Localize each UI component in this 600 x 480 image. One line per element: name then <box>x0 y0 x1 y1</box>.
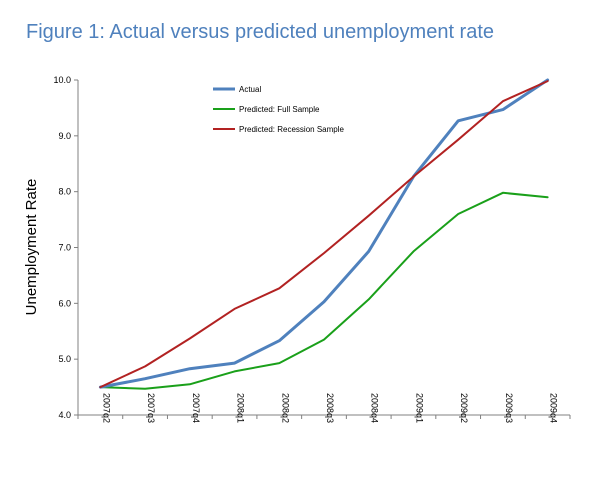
series-line-3 <box>99 80 549 389</box>
x-tick-label: 2008q4 <box>370 393 380 423</box>
x-tick-label: 2009q2 <box>459 393 469 423</box>
series-lines <box>98 78 550 390</box>
x-tick-label: 2007q4 <box>191 393 201 423</box>
x-tick-label: 2008q3 <box>325 393 335 423</box>
legend-label-2: Predicted: Full Sample <box>239 105 320 114</box>
x-tick-label: 2008q1 <box>236 393 246 423</box>
x-tick-label: 2008q2 <box>280 393 290 423</box>
y-tick-label: 9.0 <box>58 131 71 141</box>
y-tick-labels: 4.0 5.0 6.0 7.0 8.0 9.0 10.0 <box>53 75 71 420</box>
chart-title: Figure 1: Actual versus predicted unempl… <box>26 21 494 43</box>
y-axis-label: Unemployment Rate <box>23 179 40 316</box>
legend-label-1: Actual <box>239 85 261 94</box>
x-tick-labels: 2007q2 2007q3 2007q4 2008q1 2008q2 2008q3 2008… <box>101 393 558 423</box>
x-tick-label: 2007q3 <box>146 393 156 423</box>
x-tick-label: 2009q1 <box>414 393 424 423</box>
x-tick-label: 2009q3 <box>504 393 514 423</box>
x-tick-label: 2009q4 <box>549 393 559 423</box>
y-tick-label: 7.0 <box>58 243 71 253</box>
axes <box>74 79 571 419</box>
series-line-1 <box>98 78 550 389</box>
x-tick-label: 2007q2 <box>101 393 111 423</box>
legend-label-3: Predicted: Recession Sample <box>239 125 344 134</box>
y-tick-label: 8.0 <box>58 187 71 197</box>
y-tick-label: 5.0 <box>58 354 71 364</box>
series-line-2 <box>99 191 549 390</box>
legend: Actual Predicted: Full Sample Predicted: R… <box>213 85 344 134</box>
y-tick-label: 6.0 <box>58 298 71 308</box>
y-tick-label: 10.0 <box>53 75 71 85</box>
y-tick-label: 4.0 <box>58 410 71 420</box>
